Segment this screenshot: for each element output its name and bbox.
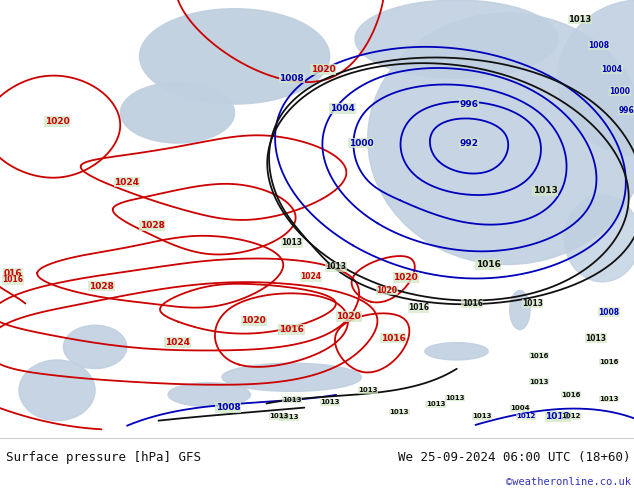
Text: 1013: 1013 xyxy=(320,399,339,405)
Text: 1013: 1013 xyxy=(426,401,445,407)
Ellipse shape xyxy=(222,363,361,392)
Ellipse shape xyxy=(19,360,95,420)
Text: We 25-09-2024 06:00 UTC (18+60): We 25-09-2024 06:00 UTC (18+60) xyxy=(398,451,631,464)
Text: 1013: 1013 xyxy=(533,186,558,196)
Text: 992: 992 xyxy=(460,139,479,147)
Text: 996: 996 xyxy=(619,106,634,115)
Text: 1008: 1008 xyxy=(216,403,241,412)
Ellipse shape xyxy=(368,13,634,265)
Text: 1000: 1000 xyxy=(609,87,631,96)
Ellipse shape xyxy=(355,0,558,78)
Text: 1013: 1013 xyxy=(522,299,543,308)
Text: 1013: 1013 xyxy=(585,334,607,343)
Text: 1008: 1008 xyxy=(598,308,619,317)
Text: 1013: 1013 xyxy=(280,414,299,420)
Ellipse shape xyxy=(558,0,634,156)
Text: 1016: 1016 xyxy=(529,353,548,359)
Text: 1020: 1020 xyxy=(241,317,266,325)
Ellipse shape xyxy=(139,9,330,104)
Text: 1013: 1013 xyxy=(446,395,465,401)
Text: 1020: 1020 xyxy=(336,312,361,321)
Text: 1020: 1020 xyxy=(393,273,418,282)
Ellipse shape xyxy=(168,383,250,407)
Text: 1013: 1013 xyxy=(281,238,302,247)
Text: 1008: 1008 xyxy=(588,41,610,50)
Text: 1013: 1013 xyxy=(325,262,347,271)
Text: 1024: 1024 xyxy=(114,178,139,187)
Text: 1020: 1020 xyxy=(311,65,336,74)
Text: 1013: 1013 xyxy=(529,379,548,385)
Text: 1004: 1004 xyxy=(601,65,623,74)
Ellipse shape xyxy=(564,195,634,282)
Text: 1008: 1008 xyxy=(279,74,304,82)
Text: 016: 016 xyxy=(3,269,22,278)
Text: 1024: 1024 xyxy=(300,272,321,281)
Text: 1020: 1020 xyxy=(376,286,398,295)
Text: 1013: 1013 xyxy=(569,15,592,24)
Text: 1016: 1016 xyxy=(380,334,406,343)
Ellipse shape xyxy=(510,291,530,330)
Text: 1016: 1016 xyxy=(279,325,304,334)
Text: 1024: 1024 xyxy=(165,338,190,347)
Ellipse shape xyxy=(63,325,127,368)
Text: 1016: 1016 xyxy=(2,275,23,284)
Text: 1013: 1013 xyxy=(358,387,377,393)
Text: 996: 996 xyxy=(460,99,479,109)
Text: 1012: 1012 xyxy=(517,413,536,419)
Ellipse shape xyxy=(120,82,235,143)
Text: 1013: 1013 xyxy=(472,413,491,419)
Text: 1013: 1013 xyxy=(282,397,301,403)
Text: 1012: 1012 xyxy=(561,413,580,419)
Text: 1016: 1016 xyxy=(462,299,483,308)
Text: 1016: 1016 xyxy=(561,392,580,397)
Text: 1004: 1004 xyxy=(510,406,529,412)
Text: 1000: 1000 xyxy=(349,139,373,147)
Text: 1012: 1012 xyxy=(545,412,571,421)
Text: 1016: 1016 xyxy=(599,359,618,365)
Text: 1028: 1028 xyxy=(139,221,165,230)
Text: 1013: 1013 xyxy=(390,409,409,415)
Text: 1016: 1016 xyxy=(408,303,429,313)
Text: 1028: 1028 xyxy=(89,282,114,291)
Text: 1013: 1013 xyxy=(599,396,618,402)
Text: Surface pressure [hPa] GFS: Surface pressure [hPa] GFS xyxy=(6,451,202,464)
Text: ©weatheronline.co.uk: ©weatheronline.co.uk xyxy=(506,477,631,487)
Text: 1016: 1016 xyxy=(476,260,501,269)
Text: 1013: 1013 xyxy=(269,413,288,419)
Text: 1020: 1020 xyxy=(44,117,70,126)
Ellipse shape xyxy=(425,343,488,360)
Text: 1004: 1004 xyxy=(330,104,355,113)
